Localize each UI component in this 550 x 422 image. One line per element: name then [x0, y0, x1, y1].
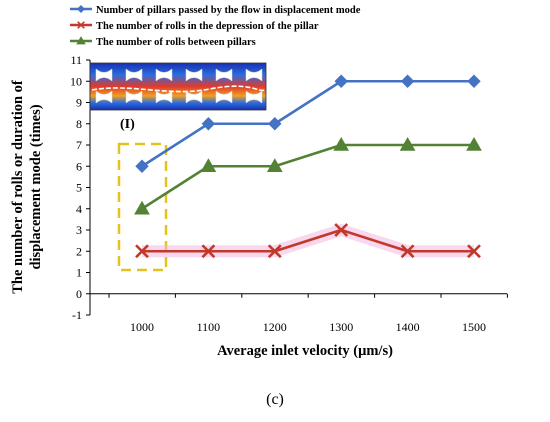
inset-pillar [215, 68, 233, 82]
inset-pillar [125, 90, 143, 104]
legend-entry: The number of rolls in the depression of… [70, 21, 319, 32]
x-tick-label: 1100 [197, 320, 221, 334]
data-point-x [467, 244, 481, 259]
x-tick-label: 1000 [130, 320, 154, 334]
series-line [141, 143, 474, 210]
inset-pillar [215, 90, 233, 104]
data-point-x [77, 21, 85, 29]
inset-pillar [155, 90, 173, 104]
data-point-x [201, 244, 216, 259]
legend-entry: The number of rolls between pillars [70, 36, 256, 48]
data-point-triangle [134, 200, 150, 215]
y-tick-label: 1 [76, 266, 82, 280]
y-tick-label: -1 [72, 308, 82, 322]
data-point-diamond [400, 74, 415, 88]
y-tick-label: 9 [76, 96, 82, 110]
y-tick-label: 2 [76, 244, 82, 258]
inset-pillar [95, 90, 113, 104]
inset-pillar [155, 68, 173, 82]
inset-pillar [245, 68, 263, 82]
data-point-x [267, 244, 282, 259]
y-tick-label: 8 [76, 117, 82, 131]
data-point-triangle [200, 158, 217, 172]
data-point-triangle [466, 136, 482, 151]
x-axis-ticks: 1000 1100 1200 1300 1400 1500 [108, 293, 508, 334]
y-tick-label: 0 [76, 287, 82, 301]
inset-pillar [125, 68, 143, 82]
data-point-diamond [268, 117, 282, 131]
y-axis-title-line-2: displacement mode (times) [28, 104, 44, 269]
flow-simulation-inset-image [89, 62, 267, 111]
y-tick-label: 4 [76, 202, 82, 216]
x-tick-label: 1300 [329, 320, 353, 334]
inset-background [89, 62, 267, 111]
data-point-x [334, 223, 349, 237]
y-tick-label: 7 [76, 138, 82, 152]
legend-label: Number of pillars passed by the flow in … [96, 5, 361, 16]
x-tick-label: 1500 [462, 320, 486, 334]
inset-pillar [245, 90, 263, 104]
series-3 [134, 136, 482, 215]
legend: Number of pillars passed by the flow in … [70, 4, 361, 48]
series-layer [134, 74, 482, 259]
data-point-diamond [76, 4, 86, 14]
legend-label: The number of rolls in the depression of… [96, 21, 319, 32]
inset-pillar [185, 90, 203, 104]
y-tick-label: 5 [76, 181, 82, 195]
data-point-triangle [266, 158, 283, 172]
data-point-triangle [76, 36, 86, 45]
x-tick-label: 1200 [263, 320, 287, 334]
data-point-x [135, 244, 149, 259]
data-point-diamond [334, 74, 348, 88]
data-point-diamond [201, 117, 216, 131]
series-1 [135, 74, 481, 173]
data-point-x [400, 244, 415, 259]
legend-label: The number of rolls between pillars [96, 37, 256, 48]
data-point-diamond [135, 159, 149, 173]
inset-pillar [185, 68, 203, 82]
y-tick-label: 6 [76, 159, 82, 173]
series-line [141, 79, 474, 168]
x-axis-title: Average inlet velocity (μm/s) [217, 343, 393, 359]
data-point-triangle [333, 136, 350, 151]
inset-pillar [95, 68, 113, 82]
figure-caption: (c) [266, 391, 284, 408]
y-tick-label: 10 [70, 74, 82, 88]
y-axis-title-line-1: The number of rolls or duration of [10, 80, 26, 294]
series-line [142, 228, 474, 253]
data-point-diamond [467, 74, 481, 88]
inset-label: (I) [120, 117, 135, 132]
highlight-dashed-box [117, 142, 168, 272]
inset-droplet-trail [91, 85, 265, 93]
series-2 [135, 223, 481, 259]
y-axis-ticks: -1 0 1 2 3 4 5 6 7 8 9 10 11 [70, 53, 90, 322]
data-point-triangle [399, 136, 416, 151]
y-tick-label: 3 [76, 223, 82, 237]
legend-entry: Number of pillars passed by the flow in … [70, 4, 361, 16]
y-tick-label: 11 [70, 53, 82, 67]
x-tick-label: 1400 [396, 320, 420, 334]
